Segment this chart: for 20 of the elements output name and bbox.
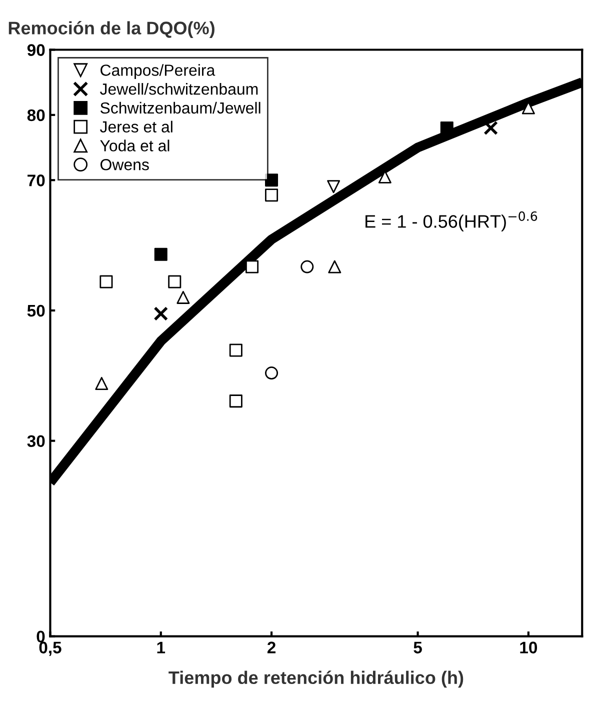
legend-label: Campos/Pereira bbox=[100, 64, 216, 80]
x-tick-label: 2 bbox=[267, 642, 276, 654]
legend-label: Jewell/schwitzenbaum bbox=[100, 83, 258, 95]
annotation: E = 1 - 0.56(HRT)$^{−0.6}$ bbox=[366, 211, 538, 232]
y-tick-label: 0 bbox=[36, 630, 45, 643]
x-tick-label: 5 bbox=[414, 642, 422, 654]
legend-label: Jeres et al bbox=[100, 120, 172, 133]
legend-label: Owens bbox=[100, 158, 149, 170]
y-tick-label: 90 bbox=[27, 44, 45, 56]
x-tick-label: 0,5 bbox=[39, 642, 62, 656]
y-tick-label: 30 bbox=[27, 435, 45, 448]
y-tick-label: 80 bbox=[27, 109, 45, 122]
x-tick-label: 10 bbox=[520, 642, 538, 654]
legend-label: Yoda et al bbox=[100, 140, 170, 152]
y-tick-label: 50 bbox=[27, 304, 45, 317]
x-axis-title: Tiempo de retención hidráulico (h) bbox=[168, 670, 464, 688]
y-tick-label: 70 bbox=[28, 174, 45, 186]
y-axis-title: Remoción de la DQO(%) bbox=[8, 21, 214, 38]
x-tick-label: 1 bbox=[157, 642, 166, 654]
legend-label: Schwitzenbaum/Jewell bbox=[100, 102, 260, 114]
